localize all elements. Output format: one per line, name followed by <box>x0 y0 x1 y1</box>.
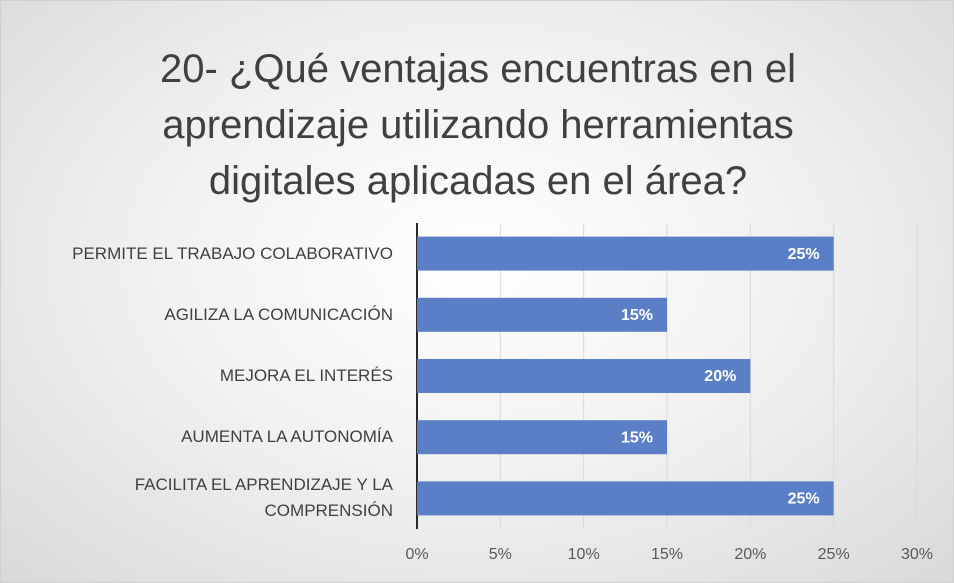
x-tick-label: 20% <box>734 546 767 563</box>
data-label: 25% <box>788 246 820 263</box>
x-tick-label: 30% <box>900 546 934 563</box>
y-tick-label: FACILITA EL APRENDIZAJE Y LA COMPRENSIÓN <box>134 475 393 521</box>
y-tick-label: AUMENTA LA AUTONOMÍA <box>181 427 393 447</box>
data-label: 20% <box>704 368 736 385</box>
bar <box>417 236 834 271</box>
x-tick-label: 5% <box>488 546 512 563</box>
chart-title: 20- ¿Qué ventajas encuentras en el apren… <box>160 47 796 203</box>
bar <box>417 297 667 332</box>
bar <box>417 359 751 393</box>
data-label: 15% <box>621 429 653 446</box>
x-tick-label: 15% <box>650 546 684 563</box>
data-label: 15% <box>621 307 653 324</box>
y-tick-label: PERMITE EL TRABAJO COLABORATIVO <box>72 243 393 263</box>
y-tick-label: MEJORA EL INTERÉS <box>219 366 393 385</box>
x-tick-label: 10% <box>567 546 600 563</box>
data-label: 25% <box>788 491 820 508</box>
bar <box>417 481 834 516</box>
x-tick-label: 25% <box>817 546 850 563</box>
bar <box>417 420 667 455</box>
x-tick-label: 0% <box>405 546 429 563</box>
y-tick-label: AGILIZA LA COMUNICACIÓN <box>164 304 393 324</box>
